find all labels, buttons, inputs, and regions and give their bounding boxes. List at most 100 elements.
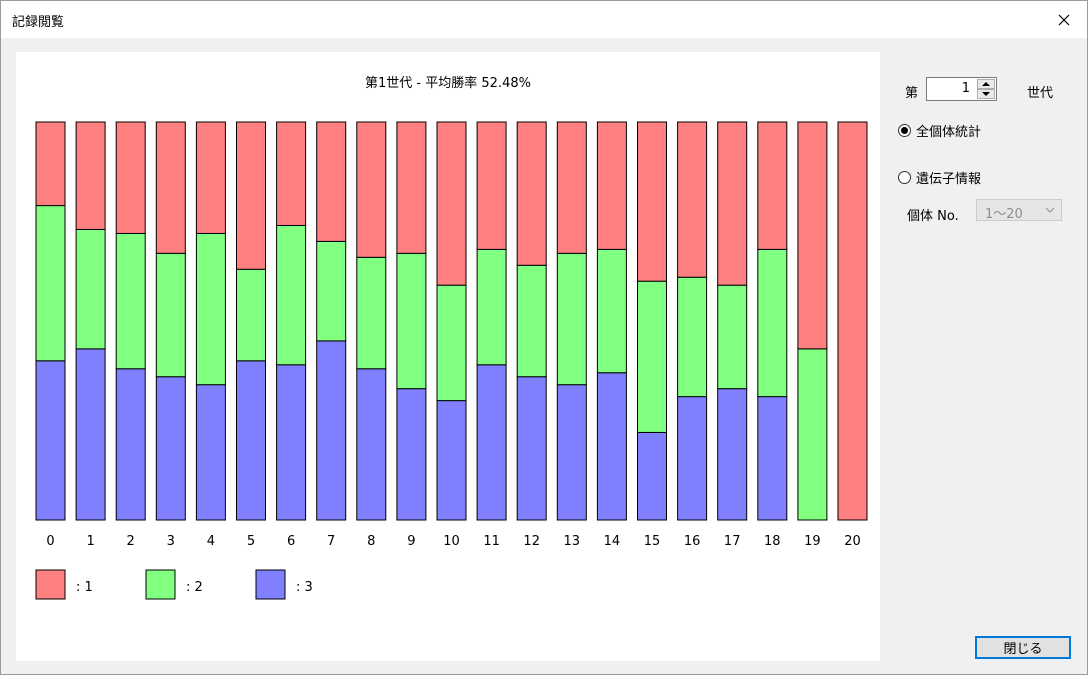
bar-segment	[516, 376, 547, 521]
window-close-button[interactable]	[1041, 1, 1087, 38]
radio-gene-info-label: 遺伝子情報	[916, 172, 982, 187]
bar-segment	[516, 264, 547, 378]
radio-all-stats[interactable]: 全個体統計	[898, 121, 981, 140]
bar-segment	[637, 121, 667, 282]
x-tick-label: 1	[86, 534, 94, 549]
bar-segment	[356, 368, 387, 521]
bar-segment	[596, 248, 627, 374]
close-button[interactable]: 閉じる	[975, 636, 1071, 659]
bar-segment	[75, 348, 106, 521]
bar-segment	[717, 121, 748, 286]
bar-segment	[35, 360, 66, 521]
radio-all-stats-label: 全個体統計	[916, 125, 982, 140]
spinner-up-button[interactable]	[977, 79, 995, 89]
x-tick-label: 14	[604, 534, 621, 549]
x-tick-label: 16	[684, 534, 701, 549]
bar-segment	[637, 280, 667, 433]
legend-label: : 2	[186, 580, 203, 595]
bar-segment	[236, 268, 266, 362]
bar-segment	[757, 121, 788, 250]
bar-segment	[115, 121, 146, 234]
bar-segment	[316, 121, 347, 242]
generation-value[interactable]: 1	[961, 81, 970, 96]
bar-segment	[677, 276, 708, 398]
x-tick-label: 0	[46, 534, 54, 549]
bar-segment	[356, 256, 387, 370]
bar-segment	[396, 388, 427, 521]
chart-panel: 第1世代 - 平均勝率 52.48% 0 1 2 3 4 5 6 7 8 9 10 11 12 13 14 15…	[16, 52, 880, 661]
individual-no-label: 個体 No.	[907, 209, 959, 224]
bar-segment	[316, 240, 347, 342]
options-panel: 第 1 世代 全個体統計 遺伝子情報 個体 No. 1〜20 閉じる	[881, 38, 1087, 674]
legend-swatch	[35, 569, 66, 600]
generation-prefix-label: 第	[905, 86, 919, 101]
spinner-down-button[interactable]	[977, 89, 995, 99]
x-tick-label: 17	[724, 534, 741, 549]
bar-segment	[75, 121, 106, 230]
bar-segment	[35, 121, 66, 207]
generation-spinner[interactable]: 1	[926, 77, 997, 101]
x-tick-label: 11	[483, 534, 500, 549]
bar-segment	[516, 121, 547, 266]
bar-segment	[155, 376, 186, 521]
bar-segment	[115, 232, 146, 370]
radio-checked-icon[interactable]	[898, 124, 911, 137]
bar-segment	[476, 364, 507, 521]
bar-segment	[35, 205, 66, 362]
bar-segment	[637, 431, 667, 521]
bar-segment	[356, 121, 387, 258]
legend-swatch	[255, 569, 286, 600]
x-tick-label: 5	[247, 534, 255, 549]
bar-segment	[596, 121, 627, 250]
x-tick-label: 6	[287, 534, 295, 549]
bar-segment	[556, 252, 587, 386]
bar-segment	[837, 121, 868, 521]
bar-segment	[797, 121, 828, 350]
bar-segment	[316, 340, 347, 521]
x-tick-label: 9	[407, 534, 415, 549]
bar-segment	[195, 121, 226, 234]
bar-segment	[596, 372, 627, 521]
bar-segment	[757, 396, 788, 521]
radio-gene-info[interactable]: 遺伝子情報	[898, 168, 981, 187]
bar-segment	[195, 384, 226, 521]
chart-title: 第1世代 - 平均勝率 52.48%	[365, 75, 531, 91]
bar-segment	[556, 121, 587, 254]
bar-segment	[717, 284, 748, 390]
x-tick-label: 8	[367, 534, 375, 549]
bar-segment	[436, 400, 467, 521]
bar-segment	[276, 364, 307, 521]
bar-segment	[155, 121, 186, 254]
x-tick-label: 20	[844, 534, 861, 549]
bar-segment	[155, 252, 186, 378]
bar-segment	[797, 348, 828, 521]
bar-segment	[115, 368, 146, 521]
individual-select[interactable]: 1〜20	[976, 199, 1062, 222]
x-tick-label: 7	[327, 534, 335, 549]
x-tick-label: 18	[764, 534, 781, 549]
legend-label: : 1	[76, 580, 93, 595]
bar-segment	[276, 121, 307, 226]
bar-segment	[396, 121, 427, 254]
arrow-up-icon	[982, 82, 990, 86]
bar-segment	[436, 121, 467, 286]
x-tick-label: 12	[523, 534, 540, 549]
bar-segment	[436, 284, 467, 402]
individual-select-value: 1〜20	[985, 207, 1023, 222]
close-icon	[1058, 14, 1070, 25]
title-bar: 記録閲覧	[1, 1, 1087, 38]
window-title: 記録閲覧	[12, 15, 65, 30]
x-tick-label: 4	[207, 534, 215, 549]
x-tick-label: 13	[564, 534, 581, 549]
generation-suffix-label: 世代	[1027, 86, 1054, 101]
bar-segment	[396, 252, 427, 390]
bar-segment	[75, 228, 106, 350]
radio-unchecked-icon[interactable]	[898, 171, 911, 184]
x-tick-label: 15	[644, 534, 661, 549]
x-tick-label: 2	[127, 534, 135, 549]
bar-segment	[195, 232, 226, 386]
bar-segment	[236, 360, 266, 521]
bar-segment	[757, 248, 788, 398]
bar-segment	[677, 396, 708, 521]
